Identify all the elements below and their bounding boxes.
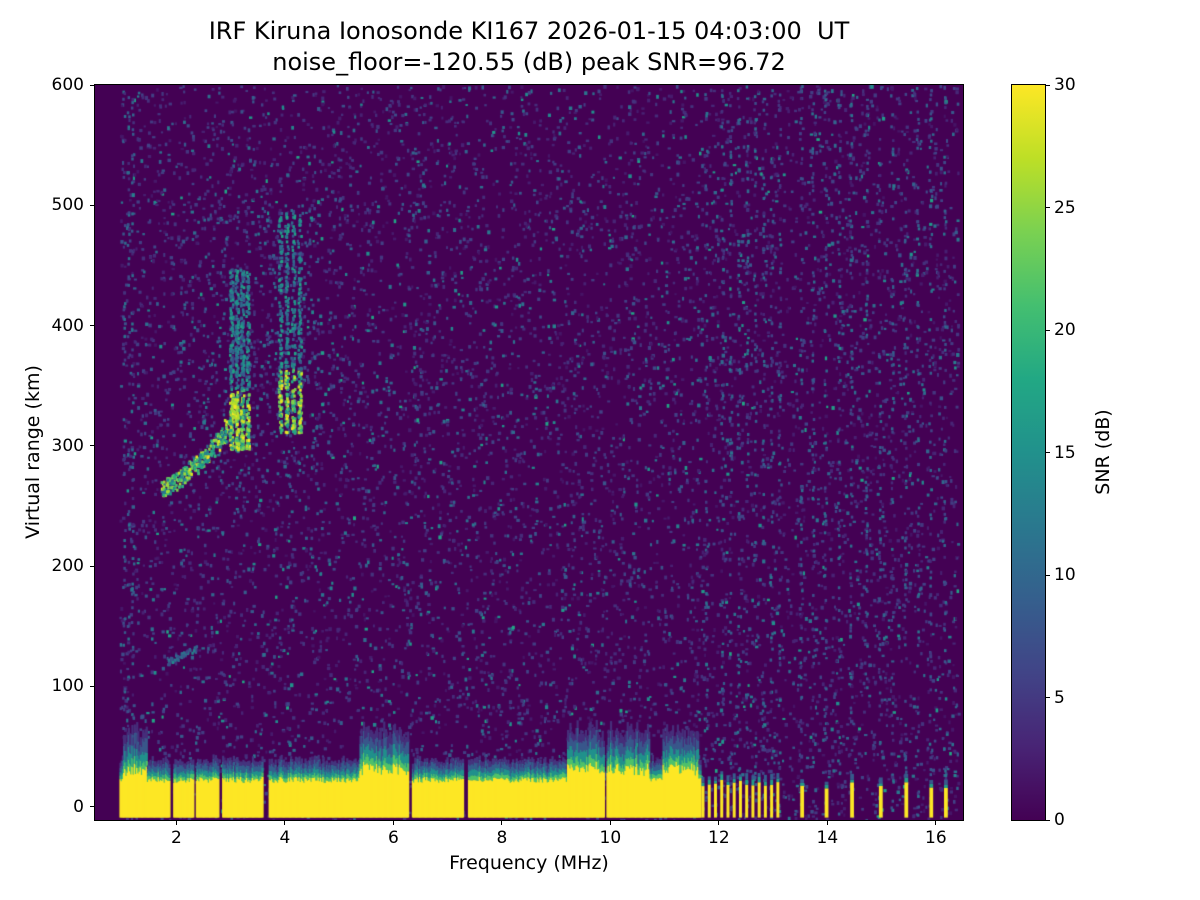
colorbar-tick-label: 10 <box>1054 565 1076 585</box>
colorbar-tick-mark <box>1046 574 1050 576</box>
y-tick-label: 0 <box>73 796 84 817</box>
y-tick-mark <box>90 204 94 206</box>
colorbar-tick-mark <box>1046 329 1050 331</box>
x-tick-mark <box>609 821 611 825</box>
colorbar-tick-mark <box>1046 84 1050 86</box>
x-tick-label: 10 <box>599 828 622 848</box>
colorbar-tick-label: 15 <box>1054 442 1076 463</box>
y-tick-mark <box>90 565 94 567</box>
y-tick-label: 300 <box>51 435 84 456</box>
y-tick-label: 200 <box>51 556 84 577</box>
ionogram-heatmap-canvas <box>95 85 963 820</box>
colorbar-tick-label: 0 <box>1054 810 1065 830</box>
y-tick-mark <box>90 84 94 86</box>
x-tick-mark <box>392 821 394 825</box>
y-tick-label: 100 <box>51 676 84 697</box>
colorbar-tick-label: 5 <box>1054 687 1065 708</box>
y-tick-mark <box>90 445 94 447</box>
colorbar-tick-label: 20 <box>1054 320 1076 340</box>
colorbar-label: SNR (dB) <box>1092 409 1114 495</box>
colorbar-tick-mark <box>1046 452 1050 453</box>
x-tick-label: 16 <box>925 828 947 848</box>
chart-title-line1: IRF Kiruna Ionosonde KI167 2026-01-15 04… <box>208 17 850 45</box>
plot-area <box>94 84 964 821</box>
x-tick-mark <box>826 821 828 825</box>
x-tick-label: 12 <box>708 828 730 848</box>
x-tick-label: 8 <box>496 828 508 848</box>
x-tick-mark <box>935 821 937 825</box>
y-tick-label: 600 <box>51 75 84 95</box>
colorbar <box>1011 84 1046 821</box>
y-tick-mark <box>90 685 94 687</box>
x-axis-label: Frequency (MHz) <box>449 852 609 874</box>
y-tick-mark <box>90 806 94 808</box>
x-tick-label: 4 <box>279 828 291 848</box>
chart-title-line2: noise_floor=-120.55 (dB) peak SNR=96.72 <box>272 48 786 76</box>
y-tick-label: 500 <box>51 195 84 216</box>
colorbar-tick-mark <box>1046 697 1050 698</box>
x-tick-mark <box>718 821 720 825</box>
chart-title: IRF Kiruna Ionosonde KI167 2026-01-15 04… <box>95 16 963 78</box>
x-tick-mark <box>175 821 177 825</box>
colorbar-tick-mark <box>1046 207 1050 208</box>
colorbar-tick-label: 25 <box>1054 197 1076 218</box>
x-tick-label: 2 <box>170 828 182 848</box>
x-tick-label: 14 <box>816 828 839 848</box>
x-tick-mark <box>501 821 503 825</box>
x-tick-mark <box>284 821 286 825</box>
y-tick-mark <box>90 325 94 327</box>
colorbar-tick-mark <box>1046 819 1050 821</box>
x-tick-label: 6 <box>387 828 399 848</box>
colorbar-tick-label: 30 <box>1054 75 1076 95</box>
y-tick-label: 400 <box>51 315 84 336</box>
